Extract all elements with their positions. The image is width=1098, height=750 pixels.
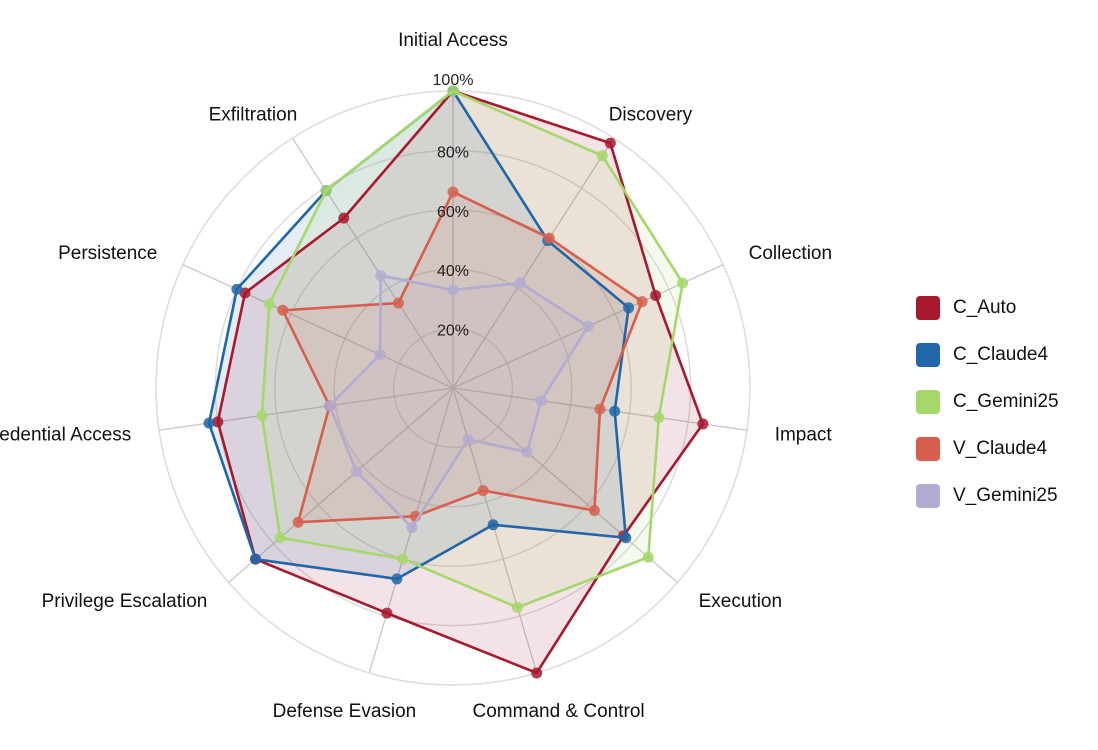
data-point [397, 553, 409, 565]
data-point [462, 433, 474, 445]
legend-label: V_Gemini25 [953, 484, 1058, 506]
legend-swatch [916, 342, 940, 367]
axis-label: Impact [775, 424, 833, 445]
legend-item: V_Claude4 [916, 425, 1059, 472]
axis-label: Defense Evasion [273, 701, 417, 722]
axis-label: Discovery [609, 105, 693, 126]
data-point [274, 532, 286, 544]
data-point [320, 185, 332, 197]
axis-spoke [452, 387, 678, 583]
data-point [374, 349, 386, 361]
legend: C_Auto C_Claude4 C_Gemini25 V_Claude4 V_Gemi… [916, 284, 1059, 519]
data-point [350, 466, 362, 478]
data-point [596, 150, 608, 162]
data-point [697, 418, 709, 430]
data-point [381, 607, 393, 619]
axis-spoke [452, 137, 615, 389]
data-point [249, 553, 261, 565]
data-point [324, 400, 336, 412]
legend-item: C_Gemini25 [916, 378, 1059, 425]
axis-label: Privilege Escalation [42, 591, 208, 612]
data-point [477, 485, 489, 497]
data-point [653, 412, 665, 424]
data-point [231, 283, 243, 295]
data-point [514, 277, 526, 289]
data-point [650, 289, 662, 301]
data-point [292, 516, 304, 528]
data-point [277, 304, 289, 316]
data-point [338, 212, 350, 224]
axis-label: Command & Control [473, 701, 645, 722]
legend-swatch [916, 389, 940, 414]
legend-label: C_Auto [953, 296, 1017, 318]
legend-label: C_Claude4 [953, 343, 1049, 365]
data-point [535, 395, 547, 407]
data-point [642, 551, 654, 563]
data-point [392, 297, 404, 309]
legend-swatch [916, 483, 940, 508]
data-point [609, 405, 621, 417]
axis-spoke [182, 264, 454, 389]
series-line [260, 89, 684, 609]
legend-label: C_Gemini25 [953, 390, 1059, 412]
series-area [217, 91, 703, 673]
series-line [281, 190, 644, 524]
data-point [620, 532, 632, 544]
data-point [531, 667, 543, 679]
series-line [207, 89, 630, 581]
tick-label: 60% [437, 204, 469, 221]
legend-item: V_Gemini25 [916, 472, 1059, 519]
data-point [447, 85, 459, 97]
data-point [256, 409, 268, 421]
axis-label: Execution [699, 591, 782, 612]
axis-spoke [228, 387, 454, 583]
data-point [263, 298, 275, 310]
data-point [487, 519, 499, 531]
tick-label: 20% [437, 323, 469, 340]
data-point [375, 270, 387, 282]
data-point [594, 403, 606, 415]
data-point [623, 302, 635, 314]
legend-item: C_Claude4 [916, 331, 1059, 378]
axis-label: Collection [749, 243, 832, 264]
data-point [212, 416, 224, 428]
legend-label: V_Claude4 [953, 437, 1048, 459]
data-point [636, 296, 648, 308]
data-point [406, 522, 418, 534]
axis-label: Credential Access [0, 424, 131, 445]
legend-item: C_Auto [916, 284, 1059, 331]
data-point [511, 601, 523, 613]
series-area [261, 91, 683, 608]
data-point [543, 232, 555, 244]
axis-spoke [291, 137, 454, 389]
series-area [282, 191, 643, 523]
data-point [604, 137, 616, 149]
series-area [329, 275, 589, 528]
axis-label: Persistence [58, 243, 157, 264]
legend-swatch [916, 436, 940, 461]
series-line [216, 89, 705, 675]
axis-label: Initial Access [398, 30, 508, 51]
series-line [328, 274, 590, 529]
legend-swatch [916, 295, 940, 320]
data-point [391, 573, 403, 585]
data-point [588, 505, 600, 517]
data-point [447, 186, 459, 198]
tick-label: 80% [437, 144, 469, 161]
data-point [203, 417, 215, 429]
data-point [447, 284, 459, 296]
axis-label: Exfiltration [209, 105, 298, 126]
data-point [582, 320, 594, 332]
data-point [521, 446, 533, 458]
tick-label: 40% [437, 263, 469, 280]
data-point [677, 277, 689, 289]
tick-label: 100% [433, 72, 474, 89]
